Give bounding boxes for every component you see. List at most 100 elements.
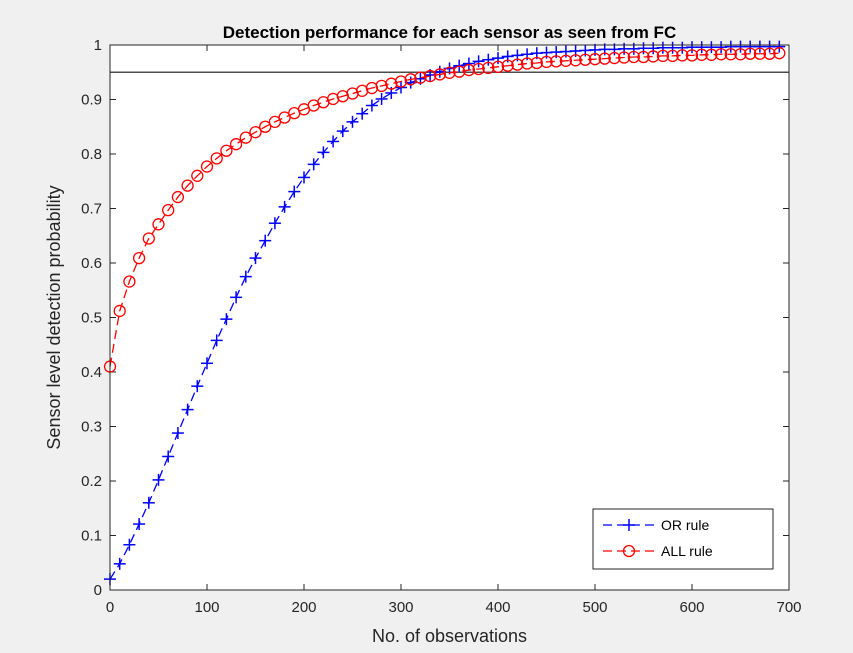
x-tick-label: 0: [106, 599, 114, 616]
data-point-or-rule: [365, 99, 378, 112]
legend-label-all-rule: ALL rule: [661, 543, 713, 559]
data-point-or-rule: [123, 538, 136, 551]
data-point-or-rule: [268, 217, 281, 230]
data-point-all-rule: [113, 304, 126, 318]
data-point-or-rule: [210, 334, 223, 347]
data-point-or-rule: [356, 107, 369, 120]
legend-marker-or-rule: [623, 519, 635, 531]
data-point-all-rule: [744, 47, 757, 60]
legend-marker-all-rule: [622, 544, 636, 558]
data-point-all-rule: [259, 120, 272, 133]
data-point-all-rule: [647, 50, 660, 63]
data-point-or-rule: [142, 496, 155, 509]
data-point-all-rule: [443, 66, 456, 79]
data-point-all-rule: [433, 68, 446, 81]
data-point-or-rule: [472, 55, 485, 68]
legend: OR rule ALL rule: [592, 508, 774, 570]
data-point-or-rule: [191, 380, 204, 393]
y-axis-label: Sensor level detection probability: [44, 185, 64, 449]
x-tick-label: 200: [291, 599, 316, 616]
data-point-or-rule: [249, 252, 262, 265]
data-point-or-rule: [317, 146, 330, 159]
data-point-all-rule: [559, 54, 573, 67]
data-point-or-rule: [336, 125, 349, 138]
x-tick-label: 100: [194, 599, 219, 616]
data-point-all-rule: [608, 51, 621, 65]
data-point-all-rule: [453, 65, 466, 78]
data-point-all-rule: [249, 126, 262, 139]
data-point-all-rule: [520, 57, 534, 70]
y-tick-label: 0.8: [81, 146, 102, 163]
plot-border: [109, 44, 790, 591]
y-tick-label: 1: [94, 37, 102, 54]
data-point-all-rule: [685, 49, 699, 62]
data-point-all-rule: [501, 59, 514, 72]
data-point-or-rule: [152, 473, 165, 486]
y-tick-label: 0.3: [81, 419, 102, 436]
data-point-all-rule: [579, 53, 592, 66]
series-or-rule: [104, 40, 786, 586]
x-tick-label: 500: [582, 599, 607, 616]
data-point-all-rule: [714, 48, 728, 61]
data-point-all-rule: [763, 47, 776, 60]
data-point-all-rule: [491, 60, 505, 73]
data-point-or-rule: [220, 313, 233, 326]
data-point-or-rule: [482, 53, 495, 66]
data-point-all-rule: [588, 53, 602, 66]
data-point-or-rule: [346, 115, 359, 128]
data-point-or-rule: [201, 357, 213, 370]
data-point-or-rule: [230, 291, 243, 304]
data-point-all-rule: [375, 79, 388, 93]
y-tick-label: 0.1: [81, 528, 102, 545]
data-point-all-rule: [695, 48, 708, 61]
data-point-all-rule: [627, 50, 640, 64]
data-point-all-rule: [132, 251, 146, 265]
series-line-all-rule: [109, 52, 780, 367]
legend-box: [592, 508, 774, 570]
data-point-or-rule: [278, 200, 291, 213]
data-point-or-rule: [239, 270, 252, 283]
data-point-or-rule: [773, 40, 786, 53]
data-point-all-rule: [414, 71, 427, 84]
plot-area: [110, 45, 789, 590]
data-point-all-rule: [220, 144, 233, 157]
data-point-or-rule: [288, 185, 301, 198]
data-point-all-rule: [142, 232, 155, 245]
legend-entry-or-rule: OR rule: [603, 517, 709, 533]
series-line-or-rule: [109, 45, 780, 580]
data-point-or-rule: [133, 518, 146, 531]
data-point-or-rule: [181, 403, 194, 416]
data-point-all-rule: [637, 50, 650, 64]
x-axis-label: No. of observations: [372, 626, 527, 646]
data-point-or-rule: [113, 557, 126, 570]
x-tick-label: 300: [388, 599, 413, 616]
data-point-all-rule: [540, 55, 553, 69]
data-point-all-rule: [511, 58, 524, 71]
data-point-all-rule: [656, 49, 670, 63]
data-point-all-rule: [365, 81, 379, 95]
data-point-all-rule: [482, 61, 495, 75]
data-point-all-rule: [162, 203, 175, 217]
data-point-all-rule: [676, 49, 689, 62]
x-tick-label: 700: [776, 599, 801, 616]
data-point-or-rule: [375, 92, 388, 105]
y-tick-label: 0.9: [81, 92, 102, 109]
y-tick-label: 0.7: [81, 201, 102, 218]
x-tick-label: 600: [679, 599, 704, 616]
data-point-or-rule: [171, 427, 184, 440]
data-point-all-rule: [229, 138, 243, 151]
data-point-all-rule: [239, 131, 252, 144]
data-point-all-rule: [171, 190, 185, 204]
data-point-or-rule: [492, 52, 504, 65]
data-point-all-rule: [753, 47, 767, 60]
data-point-or-rule: [162, 450, 175, 463]
data-point-or-rule: [307, 158, 320, 171]
x-axis-ticks: 0 100 200 300 400 500 600 700: [106, 45, 802, 616]
y-tick-label: 0.2: [81, 473, 102, 490]
data-point-all-rule: [394, 75, 408, 88]
data-point-all-rule: [705, 48, 718, 61]
data-point-all-rule: [152, 218, 165, 231]
y-tick-label: 0: [94, 582, 102, 599]
data-point-all-rule: [550, 55, 563, 68]
data-point-all-rule: [773, 47, 786, 60]
